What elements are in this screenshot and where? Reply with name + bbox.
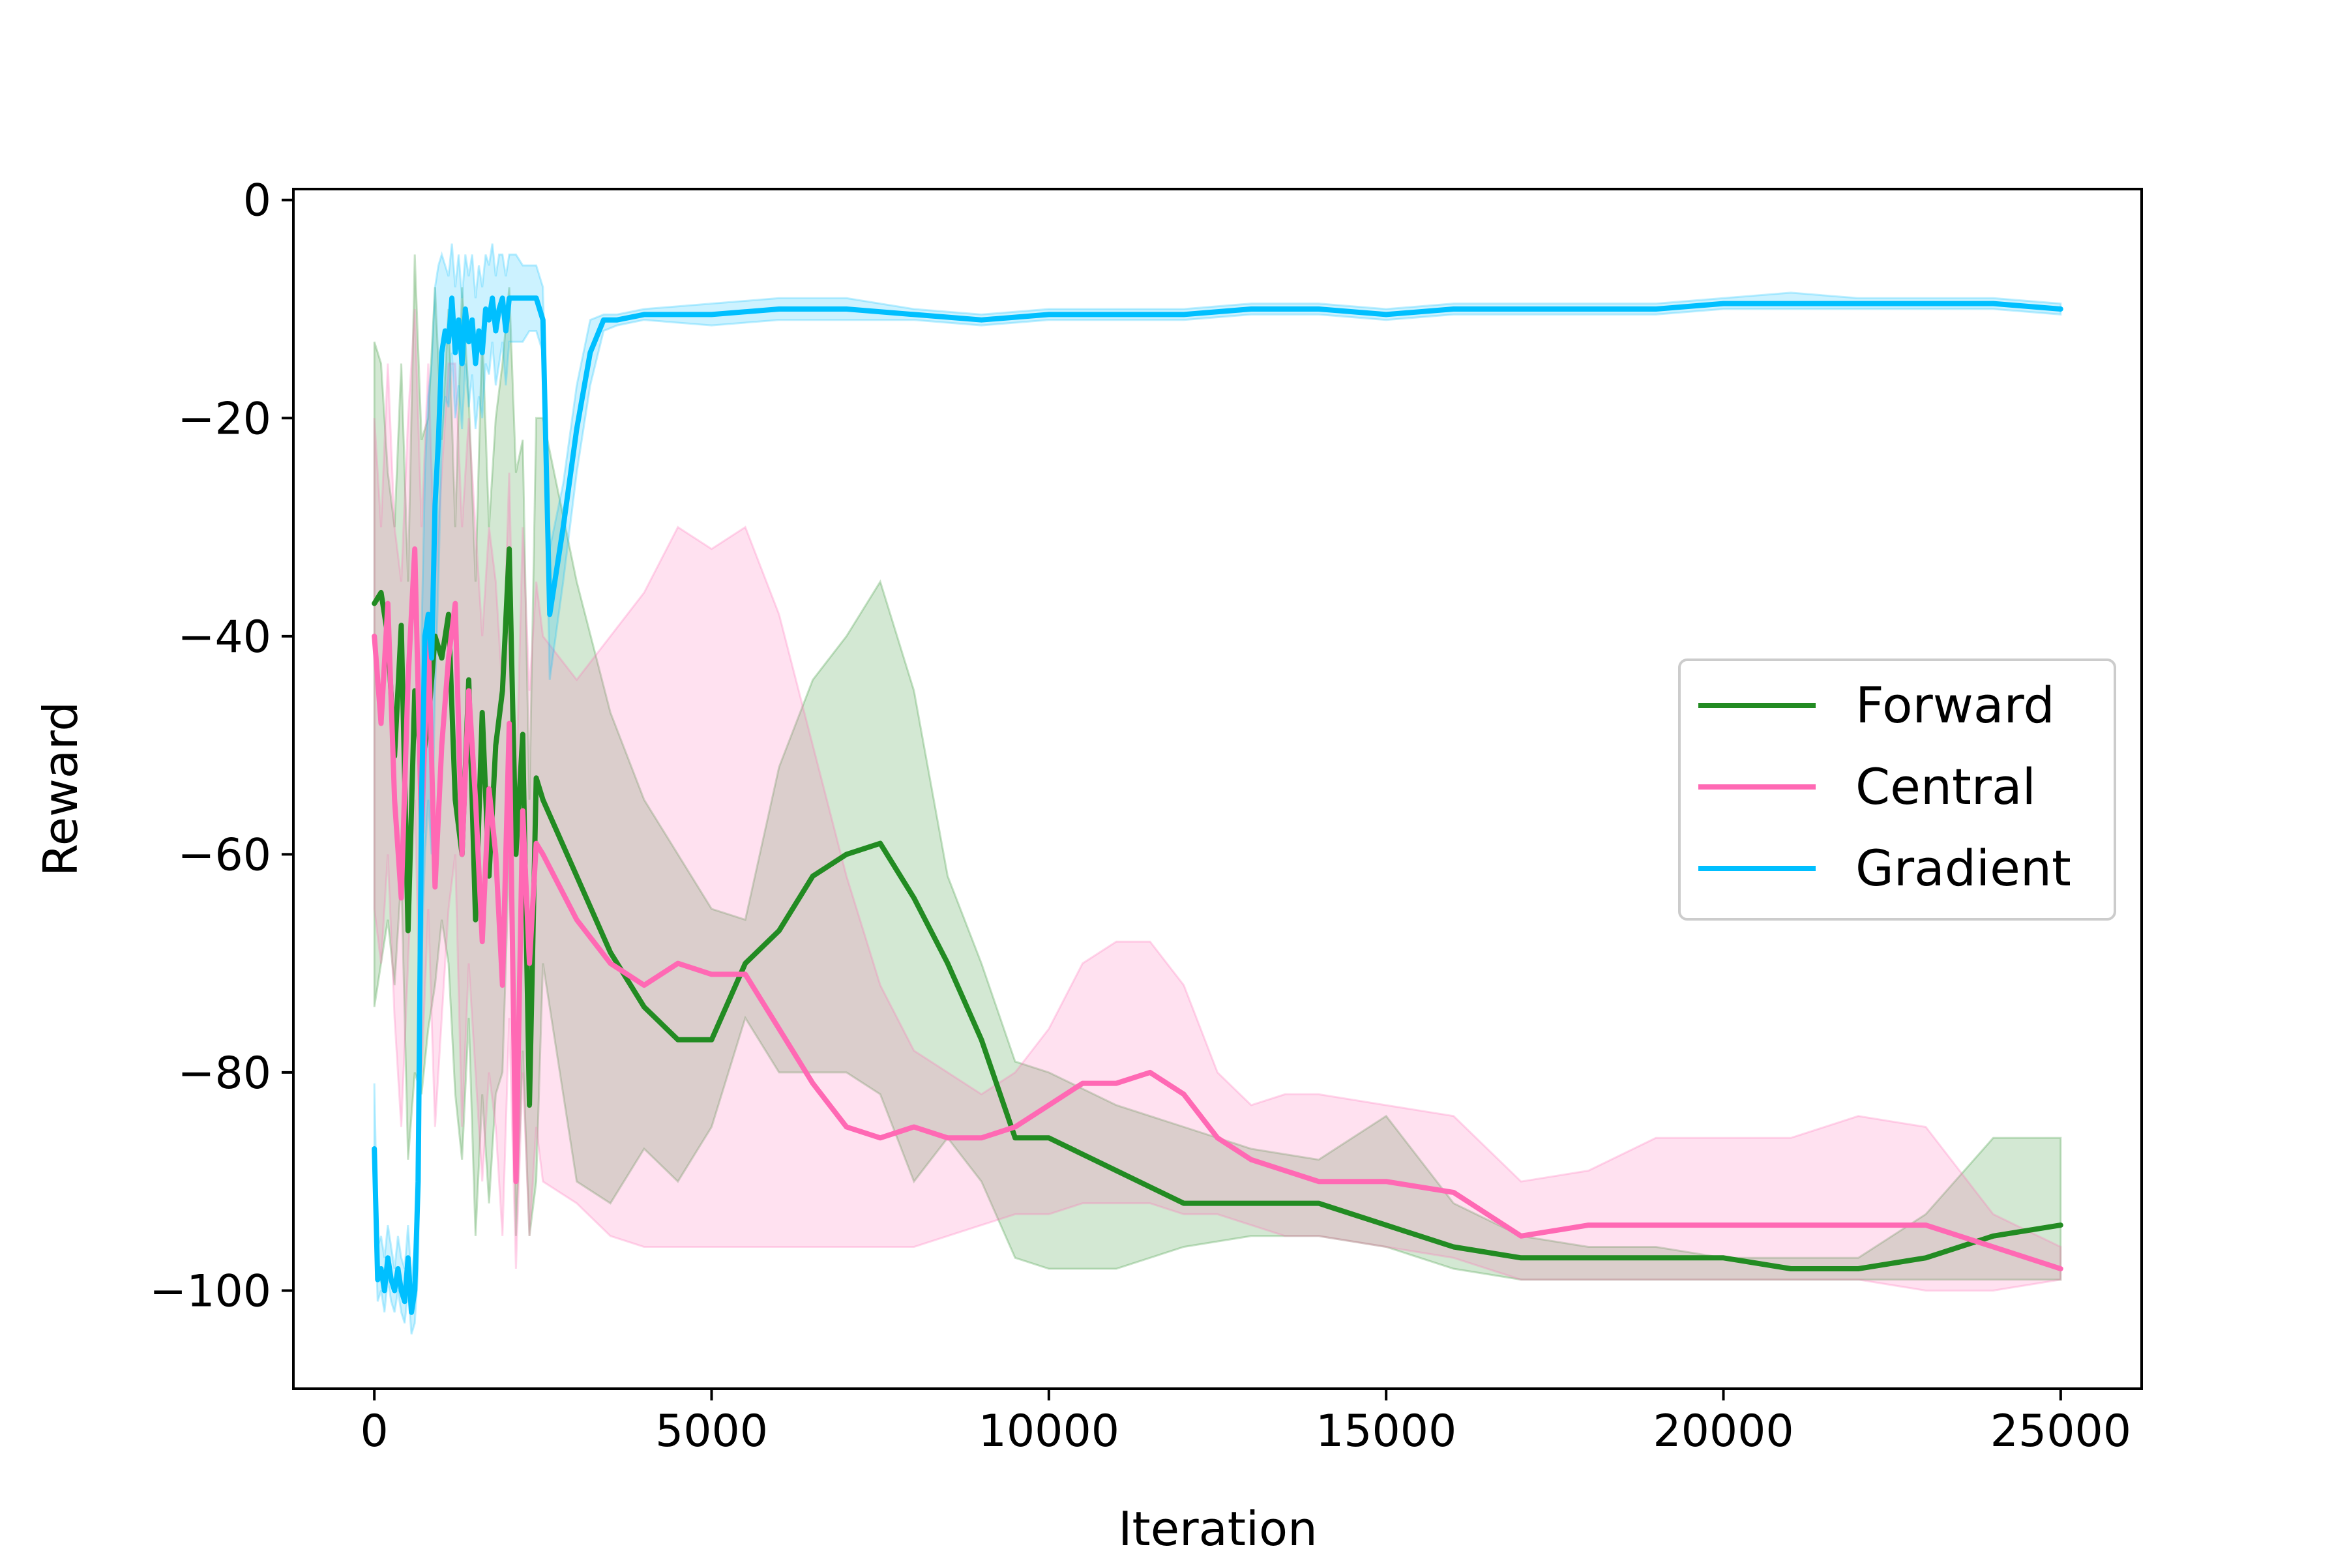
legend-label-central: Central (1855, 758, 2036, 816)
line-gradient (372, 295, 2063, 1315)
y-tick-label: −100 (149, 1265, 271, 1317)
band-forward (373, 254, 2062, 1281)
x-tick-label: 25000 (1990, 1406, 2131, 1457)
legend-label-forward: Forward (1855, 676, 2055, 734)
x-tick-label: 0 (361, 1406, 389, 1457)
y-tick-label: −20 (177, 393, 271, 445)
line-forward (372, 546, 2063, 1271)
y-axis: 0 −20 −40 −60 −80 −100 (149, 175, 293, 1317)
x-tick-label: 20000 (1653, 1406, 1793, 1457)
y-tick-label: −60 (177, 829, 271, 881)
y-axis-label: Reward (33, 702, 88, 876)
x-axis: 0 5000 10000 15000 20000 25000 (361, 1389, 2131, 1457)
x-tick-label: 10000 (979, 1406, 1119, 1457)
y-tick-label: −80 (177, 1048, 271, 1099)
x-tick-label: 5000 (655, 1406, 768, 1457)
plot-frame (292, 188, 2143, 1390)
x-axis-label: Iteration (1118, 1501, 1317, 1556)
x-tick-label: 15000 (1316, 1406, 1456, 1457)
line-central (372, 546, 2063, 1271)
y-tick-label: −40 (177, 612, 271, 663)
legend-box (1678, 658, 2116, 921)
legend: Forward Central Gradient (1678, 658, 2116, 921)
series-lines (372, 295, 2063, 1315)
y-tick-label: 0 (243, 175, 271, 227)
legend-label-gradient: Gradient (1855, 839, 2071, 897)
band-central (373, 308, 2062, 1292)
